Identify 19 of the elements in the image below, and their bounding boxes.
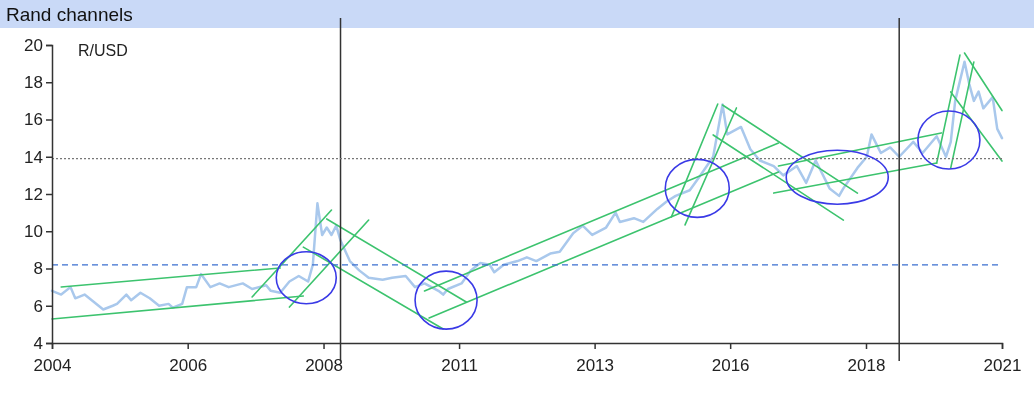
y-axis-title: R/USD	[78, 42, 128, 59]
y-tick-label: 20	[24, 35, 43, 55]
x-tick-label: 2018	[847, 355, 886, 375]
x-tick-label: 2021	[983, 355, 1022, 375]
x-tick-label: 2006	[169, 355, 208, 375]
y-tick-label: 6	[33, 296, 43, 316]
y-tick-label: 16	[24, 110, 43, 130]
y-tick-label: 18	[24, 73, 43, 93]
y-tick-label: 14	[24, 147, 43, 167]
y-tick-label: 8	[33, 259, 43, 279]
x-tick-label: 2008	[305, 355, 343, 375]
x-tick-label: 2013	[576, 355, 615, 375]
chart-title: Rand channels	[6, 4, 133, 25]
x-tick-label: 2011	[441, 355, 478, 375]
y-tick-label: 12	[24, 184, 43, 204]
x-tick-label: 2016	[711, 355, 750, 375]
y-tick-label: 4	[33, 333, 43, 353]
y-tick-label: 10	[24, 222, 43, 242]
x-tick-label: 2004	[33, 355, 72, 375]
